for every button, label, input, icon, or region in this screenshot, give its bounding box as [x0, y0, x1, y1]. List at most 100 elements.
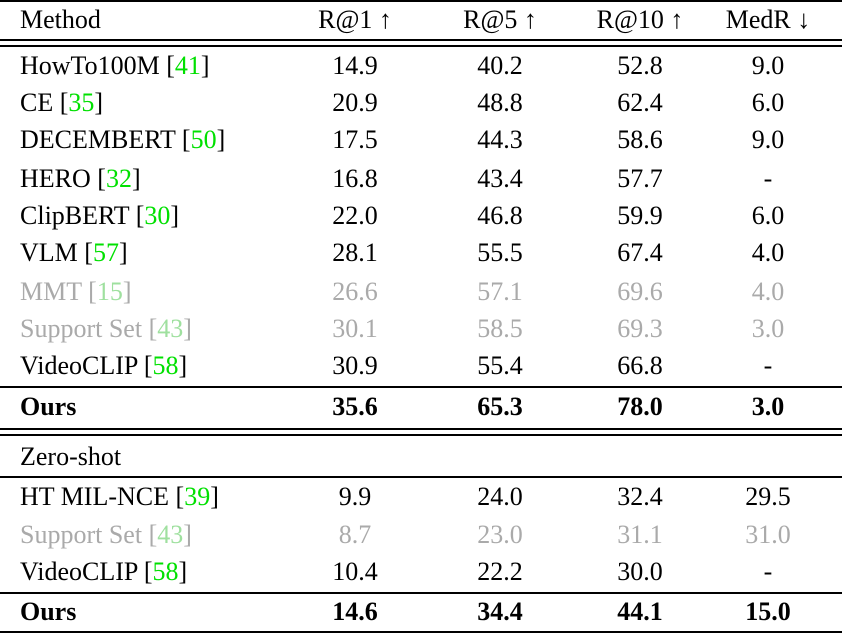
table-row: DECEMBERT [50] 17.5 44.3 58.6 9.0	[0, 121, 842, 158]
value-cell: 6.0	[751, 88, 785, 117]
value-cell: -	[763, 351, 773, 380]
method-cell: ClipBERT [30]	[20, 201, 180, 230]
table-row: MMT [15] 26.6 57.1 69.6 4.0	[0, 273, 842, 310]
value-cell: 48.8	[477, 88, 523, 117]
table-row: VideoCLIP [58] 10.4 22.2 30.0 -	[0, 553, 842, 590]
citation-link[interactable]: 58	[152, 351, 179, 380]
value-cell: 6.0	[751, 201, 785, 230]
rule-line	[0, 0, 842, 2]
value-cell: 26.6	[332, 277, 378, 306]
value-cell: 16.8	[332, 164, 378, 193]
value-cell: 66.8	[617, 351, 663, 380]
value-cell: 44.3	[477, 125, 523, 154]
value-cell: 20.9	[332, 88, 378, 117]
value-cell: 22.2	[477, 557, 523, 586]
table-row: CE [35] 20.9 48.8 62.4 6.0	[0, 84, 842, 121]
method-cell: CE [35]	[20, 88, 104, 117]
value-cell: 9.9	[338, 482, 372, 511]
method-cell: Support Set [43]	[20, 314, 192, 343]
method-name: MMT	[20, 277, 82, 306]
value-cell: 31.1	[617, 520, 663, 549]
citation-link[interactable]: 57	[92, 238, 119, 267]
value-cell: 62.4	[617, 88, 663, 117]
table-row: VLM [57] 28.1 55.5 67.4 4.0	[0, 234, 842, 271]
table-row: Ours 14.6 34.4 44.1 15.0	[0, 593, 842, 630]
value-cell: -	[763, 164, 773, 193]
value-cell: 10.4	[332, 557, 378, 586]
citation-link[interactable]: 43	[157, 520, 184, 549]
rule-line	[0, 39, 842, 41]
value-cell: 30.9	[332, 351, 378, 380]
method-cell: VideoCLIP [58]	[20, 351, 188, 380]
rule-line	[0, 434, 842, 436]
method-cell: VideoCLIP [58]	[20, 557, 188, 586]
value-cell: 57.7	[617, 164, 663, 193]
method-cell: Ours	[20, 388, 76, 425]
value-cell: 58.5	[477, 314, 523, 343]
citation-link[interactable]: 50	[190, 125, 217, 154]
rule-line	[0, 631, 842, 633]
citation-link[interactable]: 30	[144, 201, 171, 230]
method-name: VLM	[20, 238, 78, 267]
method-cell: MMT [15]	[20, 277, 132, 306]
header-2: R@5 ↑	[463, 5, 537, 34]
value-cell: 24.0	[477, 482, 523, 511]
value-cell: 14.6	[332, 597, 378, 626]
citation-link[interactable]: 32	[105, 164, 132, 193]
table-row: VideoCLIP [58] 30.9 55.4 66.8 -	[0, 347, 842, 384]
method-name: DECEMBERT	[20, 125, 176, 154]
header-row: Method R@1 ↑ R@5 ↑ R@10 ↑ MedR ↓	[0, 1, 842, 38]
value-cell: -	[763, 557, 773, 586]
value-cell: 3.0	[751, 392, 785, 421]
method-name: Ours	[20, 597, 77, 626]
header-0: Method	[20, 5, 101, 34]
method-cell: HowTo100M [41]	[20, 51, 210, 80]
method-cell: DECEMBERT [50]	[20, 125, 226, 154]
table-row: Support Set [43] 8.7 23.0 31.1 31.0	[0, 516, 842, 553]
header-4: MedR ↓	[725, 5, 811, 34]
table-row: HT MIL-NCE [39] 9.9 24.0 32.4 29.5	[0, 478, 842, 515]
value-cell: 59.9	[617, 201, 663, 230]
value-cell: 55.4	[477, 351, 523, 380]
method-cell: Ours	[20, 593, 76, 630]
value-cell: 69.6	[617, 277, 663, 306]
method-name: HERO	[20, 164, 91, 193]
citation-link[interactable]: 41	[174, 51, 201, 80]
value-cell: 65.3	[477, 392, 523, 421]
value-cell: 9.0	[751, 51, 785, 80]
citation-link[interactable]: 39	[184, 482, 211, 511]
value-cell: 4.0	[751, 277, 785, 306]
method-name: Support Set	[20, 520, 143, 549]
value-cell: 57.1	[477, 277, 523, 306]
value-cell: 31.0	[745, 520, 791, 549]
value-cell: 28.1	[332, 238, 378, 267]
section-label-row: Zero-shot	[0, 438, 842, 475]
value-cell: 67.4	[617, 238, 663, 267]
rule-line	[0, 592, 842, 594]
method-name: VideoCLIP	[20, 557, 138, 586]
section-label: Zero-shot	[20, 442, 122, 471]
value-cell: 55.5	[477, 238, 523, 267]
method-name: Support Set	[20, 314, 143, 343]
value-cell: 14.9	[332, 51, 378, 80]
value-cell: 8.7	[338, 520, 372, 549]
value-cell: 23.0	[477, 520, 523, 549]
header-1: R@1 ↑	[318, 5, 392, 34]
citation-link[interactable]: 15	[96, 277, 123, 306]
value-cell: 4.0	[751, 238, 785, 267]
value-cell: 44.1	[617, 597, 663, 626]
value-cell: 30.1	[332, 314, 378, 343]
citation-link[interactable]: 58	[152, 557, 179, 586]
value-cell: 3.0	[751, 314, 785, 343]
table-row: ClipBERT [30] 22.0 46.8 59.9 6.0	[0, 197, 842, 234]
value-cell: 22.0	[332, 201, 378, 230]
method-cell: HT MIL-NCE [39]	[20, 482, 219, 511]
citation-link[interactable]: 35	[68, 88, 95, 117]
rule-line	[0, 428, 842, 430]
table-row: Ours 35.6 65.3 78.0 3.0	[0, 388, 842, 425]
value-cell: 9.0	[751, 125, 785, 154]
value-cell: 17.5	[332, 125, 378, 154]
citation-link[interactable]: 43	[157, 314, 184, 343]
rule-line	[0, 386, 842, 388]
method-cell: HERO [32]	[20, 164, 141, 193]
